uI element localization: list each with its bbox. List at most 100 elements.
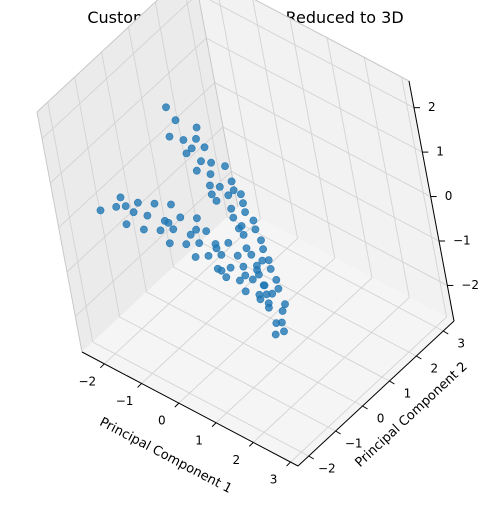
z-tick-label: 0 xyxy=(445,189,453,203)
grid-line-z xyxy=(50,37,207,184)
pane-edge xyxy=(36,0,159,113)
data-point xyxy=(179,136,188,144)
data-point xyxy=(133,198,142,207)
z-tick-label: 2 xyxy=(428,100,436,114)
left-pane xyxy=(37,0,238,352)
data-point xyxy=(239,230,248,239)
data-point xyxy=(271,330,280,339)
data-point xyxy=(217,266,226,275)
grid-line-z xyxy=(58,82,215,228)
grid-line-z xyxy=(222,126,440,242)
x-tick-label: 1 xyxy=(195,433,203,447)
grid-line-z xyxy=(231,171,448,286)
data-point xyxy=(143,211,152,220)
pane-edge xyxy=(36,111,83,353)
data-point xyxy=(281,300,289,309)
data-point xyxy=(192,134,200,143)
z-tick-label: −1 xyxy=(453,234,471,248)
data-point xyxy=(227,177,236,186)
data-points xyxy=(96,103,289,339)
data-point xyxy=(222,273,231,282)
grid-line-x xyxy=(104,218,261,365)
grid-line-y xyxy=(200,241,417,357)
x-tick-mark xyxy=(248,442,254,447)
y-tick-mark xyxy=(416,355,422,360)
data-point xyxy=(221,162,229,170)
data-point xyxy=(204,251,213,260)
data-point xyxy=(233,251,242,260)
data-point xyxy=(280,327,288,336)
y-tick-label: −2 xyxy=(318,462,336,476)
pane-edge xyxy=(254,0,410,82)
data-point xyxy=(242,244,251,253)
data-point xyxy=(229,213,238,222)
x-tick-label: 3 xyxy=(270,473,278,487)
grid-line-y xyxy=(227,216,444,332)
data-point xyxy=(251,225,260,234)
x-tick-mark xyxy=(286,461,291,467)
data-point xyxy=(182,149,191,158)
grid-line-x xyxy=(326,37,373,278)
y-tick-label: −1 xyxy=(345,437,363,451)
data-point xyxy=(212,196,221,205)
x-tick-mark xyxy=(137,383,142,388)
data-point xyxy=(129,208,138,217)
data-point xyxy=(274,284,283,293)
data-point xyxy=(266,265,275,273)
y-tick-mark xyxy=(442,330,449,335)
grid-line-z xyxy=(41,0,192,139)
data-point xyxy=(192,123,201,132)
data-point xyxy=(241,287,250,296)
data-point xyxy=(112,202,121,211)
grid-line-z xyxy=(214,82,431,197)
data-point xyxy=(278,307,287,315)
data-point xyxy=(236,190,245,199)
data-point xyxy=(259,281,268,290)
grid-line-z xyxy=(206,37,423,153)
back-pane xyxy=(199,0,454,321)
y-axis-line xyxy=(297,320,455,467)
data-point xyxy=(229,186,238,195)
grid-line-z xyxy=(66,126,224,273)
y-tick-label: 1 xyxy=(404,387,412,401)
data-point xyxy=(182,240,191,249)
x-tick-label: 0 xyxy=(158,414,166,428)
data-point xyxy=(247,250,256,259)
y-tick-label: 0 xyxy=(377,412,385,426)
data-point xyxy=(150,199,159,208)
data-point xyxy=(227,204,236,213)
data-point xyxy=(249,216,258,225)
data-point xyxy=(167,200,175,209)
data-point xyxy=(206,170,215,178)
data-point xyxy=(165,132,174,141)
x-tick-mark xyxy=(211,422,217,428)
grid-lines xyxy=(41,0,448,463)
data-point xyxy=(122,220,131,229)
data-point xyxy=(195,239,204,247)
data-point xyxy=(264,256,273,264)
grid-line-y xyxy=(119,316,336,432)
data-point xyxy=(197,157,205,166)
x-tick-label: −1 xyxy=(116,394,134,408)
data-point xyxy=(164,218,173,227)
data-point xyxy=(268,289,277,298)
data-point xyxy=(272,275,281,284)
z-axis-line xyxy=(408,80,455,322)
data-point xyxy=(212,244,221,253)
data-point xyxy=(165,239,174,248)
grid-line-y xyxy=(186,0,228,218)
grid-line-z xyxy=(209,0,415,109)
tick-labels: −2 −1 0 1 2 3 −2 −1 0 1 2 3 −2 −1 0 1 2 xyxy=(78,100,479,486)
x-tick-label: −2 xyxy=(78,374,96,388)
data-point xyxy=(205,181,214,190)
data-point xyxy=(224,191,233,200)
data-point xyxy=(116,193,125,202)
data-point xyxy=(239,262,248,271)
data-point xyxy=(215,182,224,191)
data-point xyxy=(256,295,265,304)
grid-line-x xyxy=(290,316,447,463)
z-tick-label: 1 xyxy=(436,145,444,159)
z-tick-label: −2 xyxy=(461,278,479,292)
data-point xyxy=(139,225,148,234)
data-point xyxy=(156,226,165,235)
